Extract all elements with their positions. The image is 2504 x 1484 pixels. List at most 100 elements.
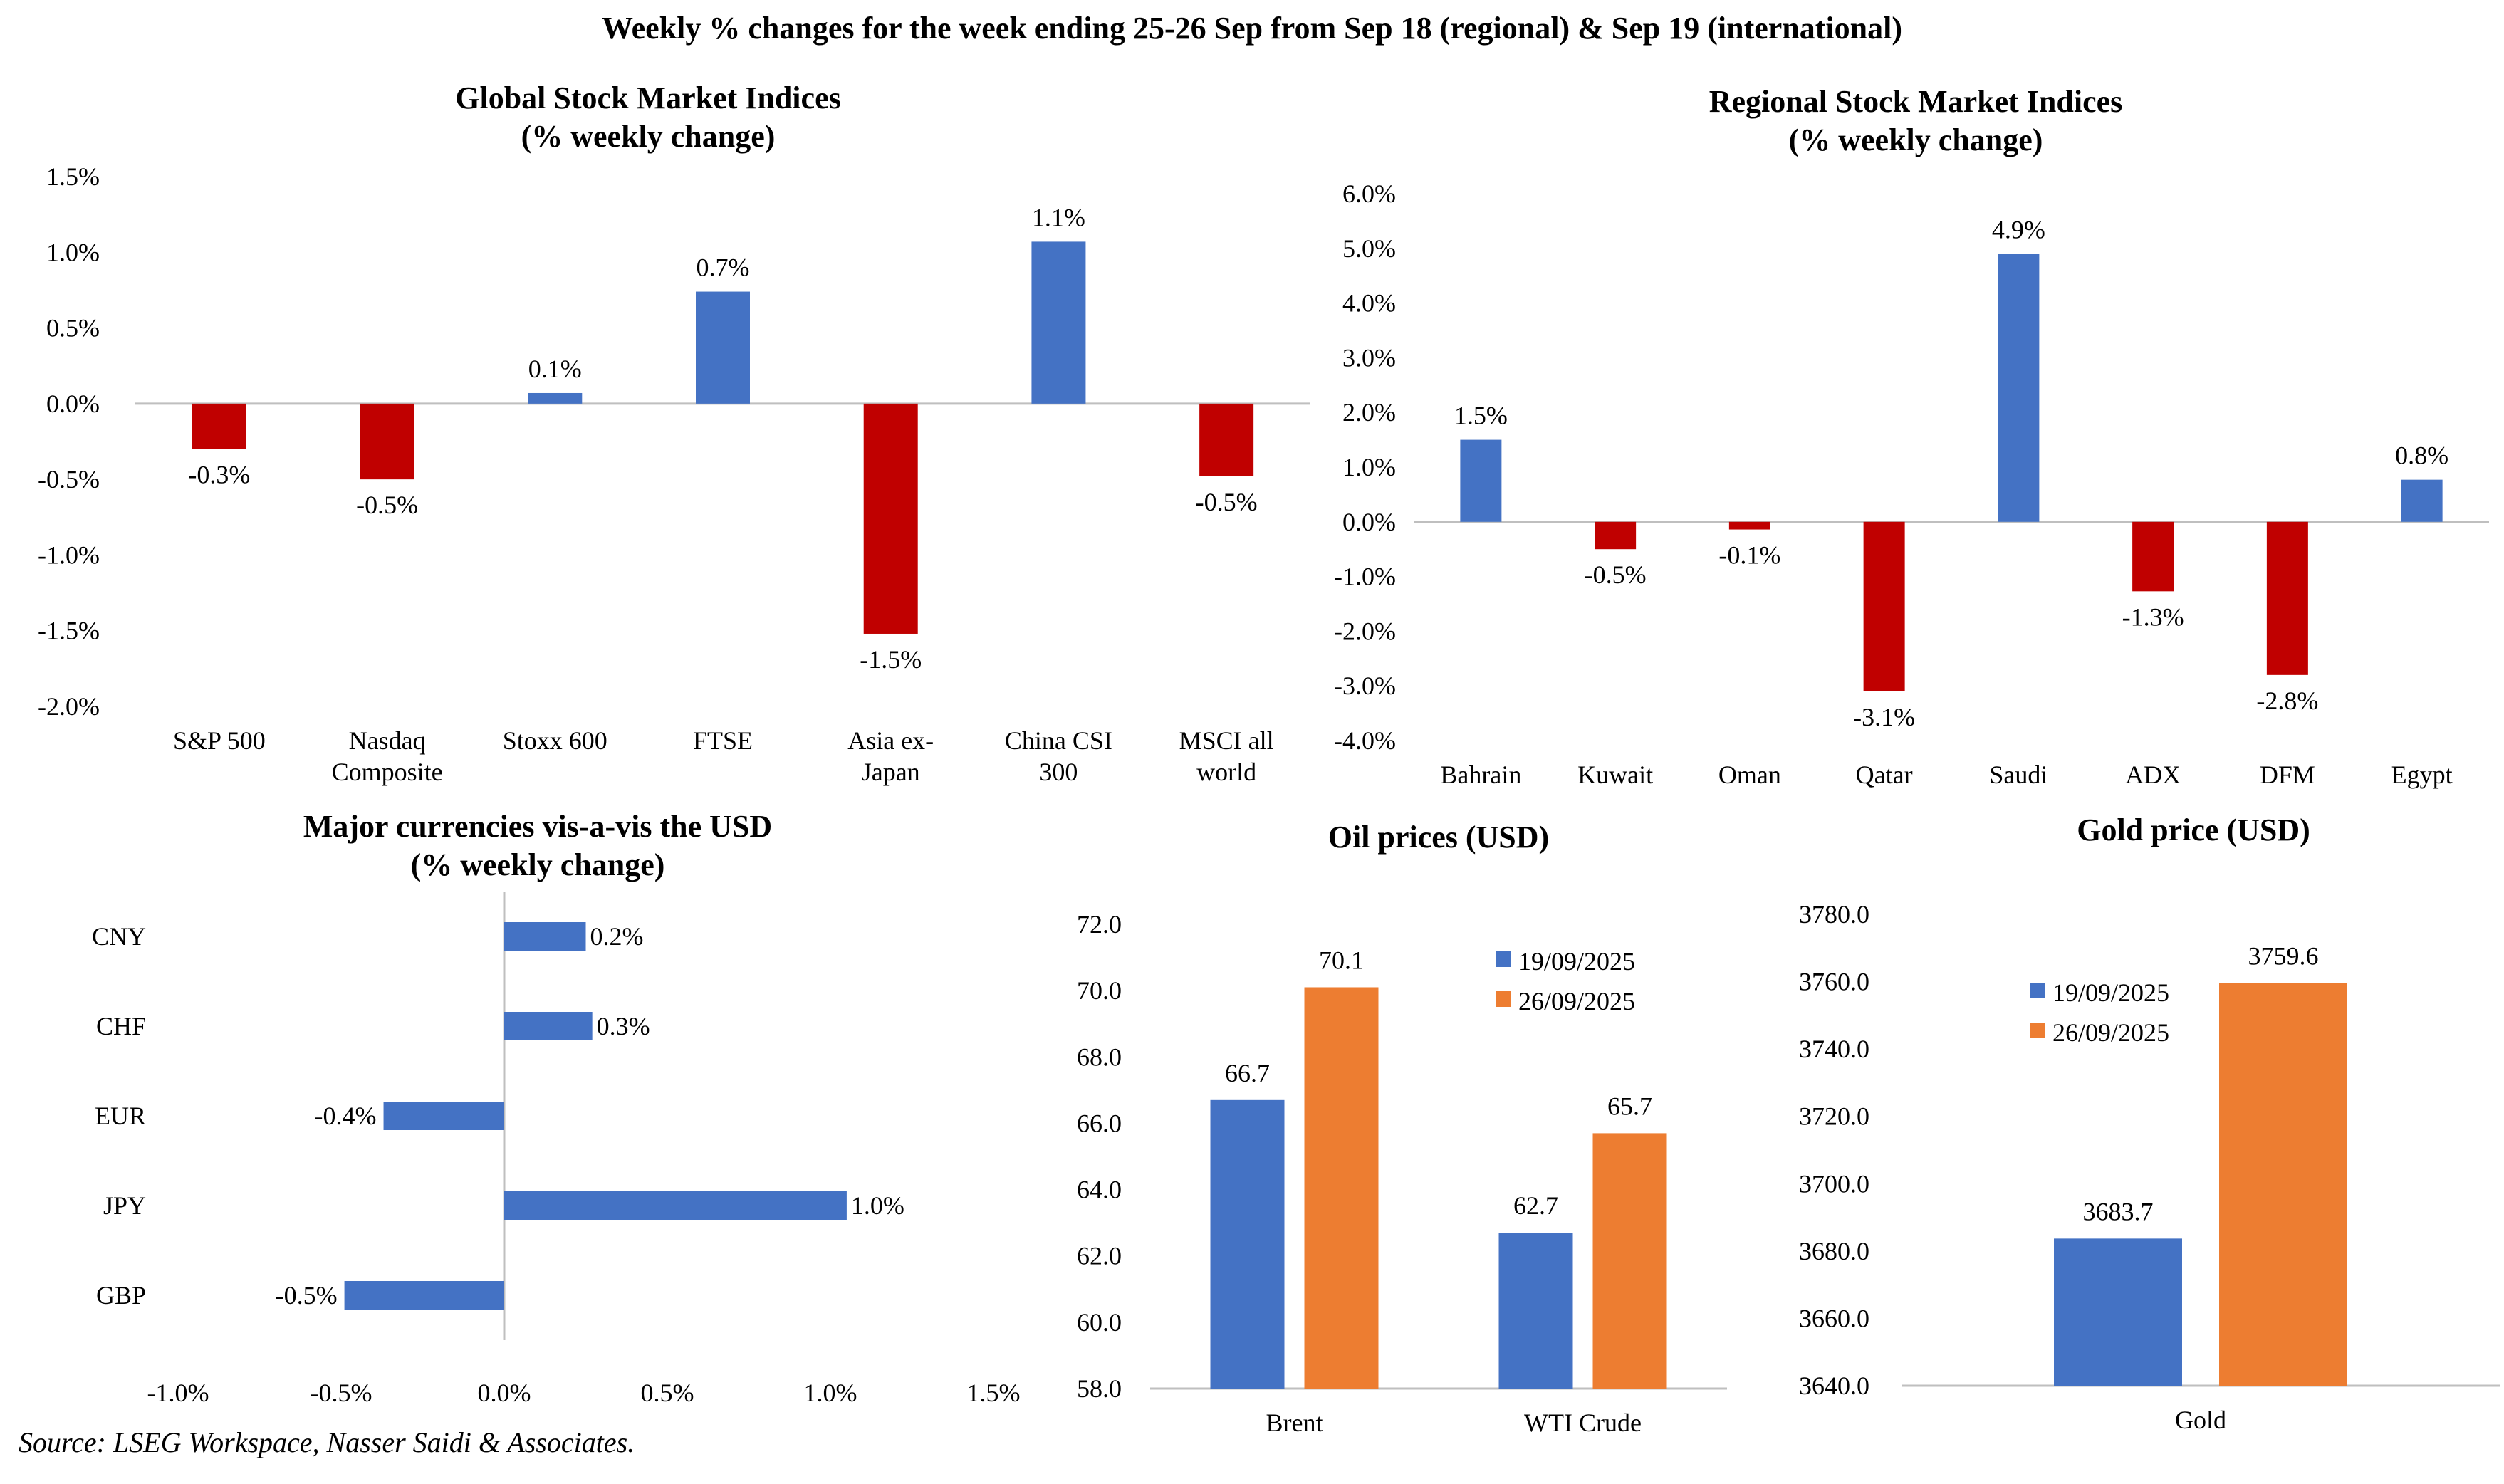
y-tick-label: 3720.0 (1799, 1102, 1869, 1131)
y-tick-label: 6.0% (1342, 179, 1396, 208)
x-tick-label: 1.0% (804, 1379, 857, 1407)
category-label: ADX (2125, 761, 2181, 789)
regional-indices-svg: Regional Stock Market Indices(% weekly c… (1334, 84, 2489, 789)
bar (192, 403, 246, 449)
data-label: -0.3% (188, 461, 250, 489)
bar (2401, 479, 2443, 522)
data-label: 0.7% (697, 254, 750, 282)
bar (1460, 439, 1502, 522)
chart-title-line: (% weekly change) (1789, 122, 2043, 157)
legend-swatch (2030, 983, 2045, 998)
oil-prices-chart: Oil prices (USD) 72.0 70.0 68.0 66.0 64.0 62.0… (1033, 805, 1745, 1446)
y-tick-label: 5.0% (1342, 234, 1396, 263)
category-label: Japan (862, 758, 920, 786)
bar (1031, 241, 1086, 404)
data-label: -2.8% (2256, 686, 2318, 715)
y-tick-label: 0.5% (46, 314, 100, 343)
data-label: 65.7 (1607, 1092, 1652, 1120)
y-tick-label: 3660.0 (1799, 1304, 1869, 1332)
legend-swatch (1496, 991, 1511, 1007)
legend-swatch (1496, 951, 1511, 967)
y-tick-label: 4.0% (1342, 289, 1396, 318)
bar (504, 922, 586, 951)
data-label: 1.1% (1032, 203, 1085, 231)
data-label: 3683.7 (2083, 1197, 2154, 1226)
category-label: Stoxx 600 (503, 726, 607, 755)
data-label: 1.5% (1454, 402, 1508, 430)
bar (863, 403, 918, 634)
y-tick-label: 62.0 (1077, 1242, 1122, 1270)
data-label: -0.5% (276, 1281, 338, 1310)
data-label: 4.9% (1992, 215, 2045, 244)
legend-label: 19/09/2025 (1518, 947, 1635, 976)
chart-title-line: (% weekly change) (521, 119, 776, 154)
category-label: Oman (1718, 761, 1781, 789)
data-label: -0.5% (1585, 560, 1647, 589)
oil-prices-svg: Oil prices (USD) 72.0 70.0 68.0 66.0 64.0 62.0… (1077, 820, 1727, 1437)
bar (1998, 254, 2040, 522)
bar (1595, 521, 1637, 550)
y-tick-label: -1.5% (38, 617, 100, 645)
category-label: Kuwait (1577, 761, 1653, 789)
data-label: 0.1% (528, 355, 582, 383)
category-label: EUR (95, 1102, 146, 1130)
category-label: China CSI (1005, 726, 1112, 755)
global-indices-svg: Global Stock Market Indices (% weekly cha… (38, 80, 1310, 786)
bar (504, 1191, 847, 1220)
chart-title-line: Oil prices (USD) (1328, 820, 1549, 855)
y-tick-label: 0.0% (1342, 508, 1396, 536)
bar (2266, 521, 2308, 675)
y-tick-label: 66.0 (1077, 1109, 1122, 1137)
data-label: -1.5% (860, 645, 922, 674)
category-label: DFM (2260, 761, 2315, 789)
data-label: -0.5% (1196, 488, 1258, 516)
category-label: MSCI all (1179, 726, 1274, 755)
source-note: Source: LSEG Workspace, Nasser Saidi & A… (19, 1426, 635, 1458)
y-tick-label: 72.0 (1077, 910, 1122, 939)
bar (1210, 1099, 1285, 1389)
data-label: -0.1% (1718, 541, 1780, 570)
y-tick-label: 3680.0 (1799, 1237, 1869, 1265)
chart-title-line: Gold price (USD) (2077, 812, 2310, 847)
bar (1728, 521, 1770, 530)
chart-title-line: Regional Stock Market Indices (1709, 84, 2123, 119)
legend-label: 19/09/2025 (2052, 978, 2169, 1007)
y-tick-label: 68.0 (1077, 1043, 1122, 1071)
bar (360, 403, 414, 480)
category-label: GBP (96, 1281, 146, 1310)
category-label: Egypt (2391, 761, 2453, 789)
data-label: -1.3% (2122, 602, 2184, 631)
bar (1304, 987, 1379, 1389)
bar (344, 1281, 504, 1310)
category-label: Gold (2175, 1406, 2226, 1434)
category-label: S&P 500 (173, 726, 266, 755)
currencies-chart: Major currencies vis-a-vis the USD (% wee… (0, 805, 1033, 1424)
bar (1199, 403, 1254, 476)
data-label: 70.1 (1319, 946, 1364, 974)
category-label: WTI Crude (1524, 1409, 1642, 1437)
chart-title-line: Major currencies vis-a-vis the USD (303, 809, 772, 844)
bar (2054, 1238, 2182, 1386)
y-tick-label: 3640.0 (1799, 1371, 1869, 1400)
x-tick-label: 0.0% (478, 1379, 531, 1407)
y-tick-label: -2.0% (38, 692, 100, 721)
currencies-svg: Major currencies vis-a-vis the USD(% wee… (92, 809, 1021, 1407)
legend-label: 26/09/2025 (1518, 987, 1635, 1015)
category-label: Nasdaq (349, 726, 426, 755)
category-label: Saudi (1989, 761, 2047, 789)
gold-price-svg: Gold price (USD) 3780.0 3760.0 3740.0 3720.0… (1799, 812, 2500, 1434)
category-label: JPY (103, 1191, 146, 1220)
bar (528, 392, 583, 404)
global-indices-chart: Global Stock Market Indices (% weekly cha… (0, 71, 1310, 805)
regional-indices-chart: Regional Stock Market Indices (% weekly c… (1310, 71, 2504, 805)
y-tick-label: 70.0 (1077, 976, 1122, 1005)
category-label: world (1196, 758, 1256, 786)
y-tick-label: 60.0 (1077, 1308, 1122, 1337)
category-label: CHF (96, 1012, 146, 1040)
y-tick-label: -1.0% (38, 540, 100, 569)
y-tick-label: 58.0 (1077, 1374, 1122, 1403)
bar (2219, 983, 2347, 1386)
category-label: Bahrain (1440, 761, 1521, 789)
x-tick-label: 1.5% (967, 1379, 1021, 1407)
x-tick-label: -1.0% (147, 1379, 209, 1407)
